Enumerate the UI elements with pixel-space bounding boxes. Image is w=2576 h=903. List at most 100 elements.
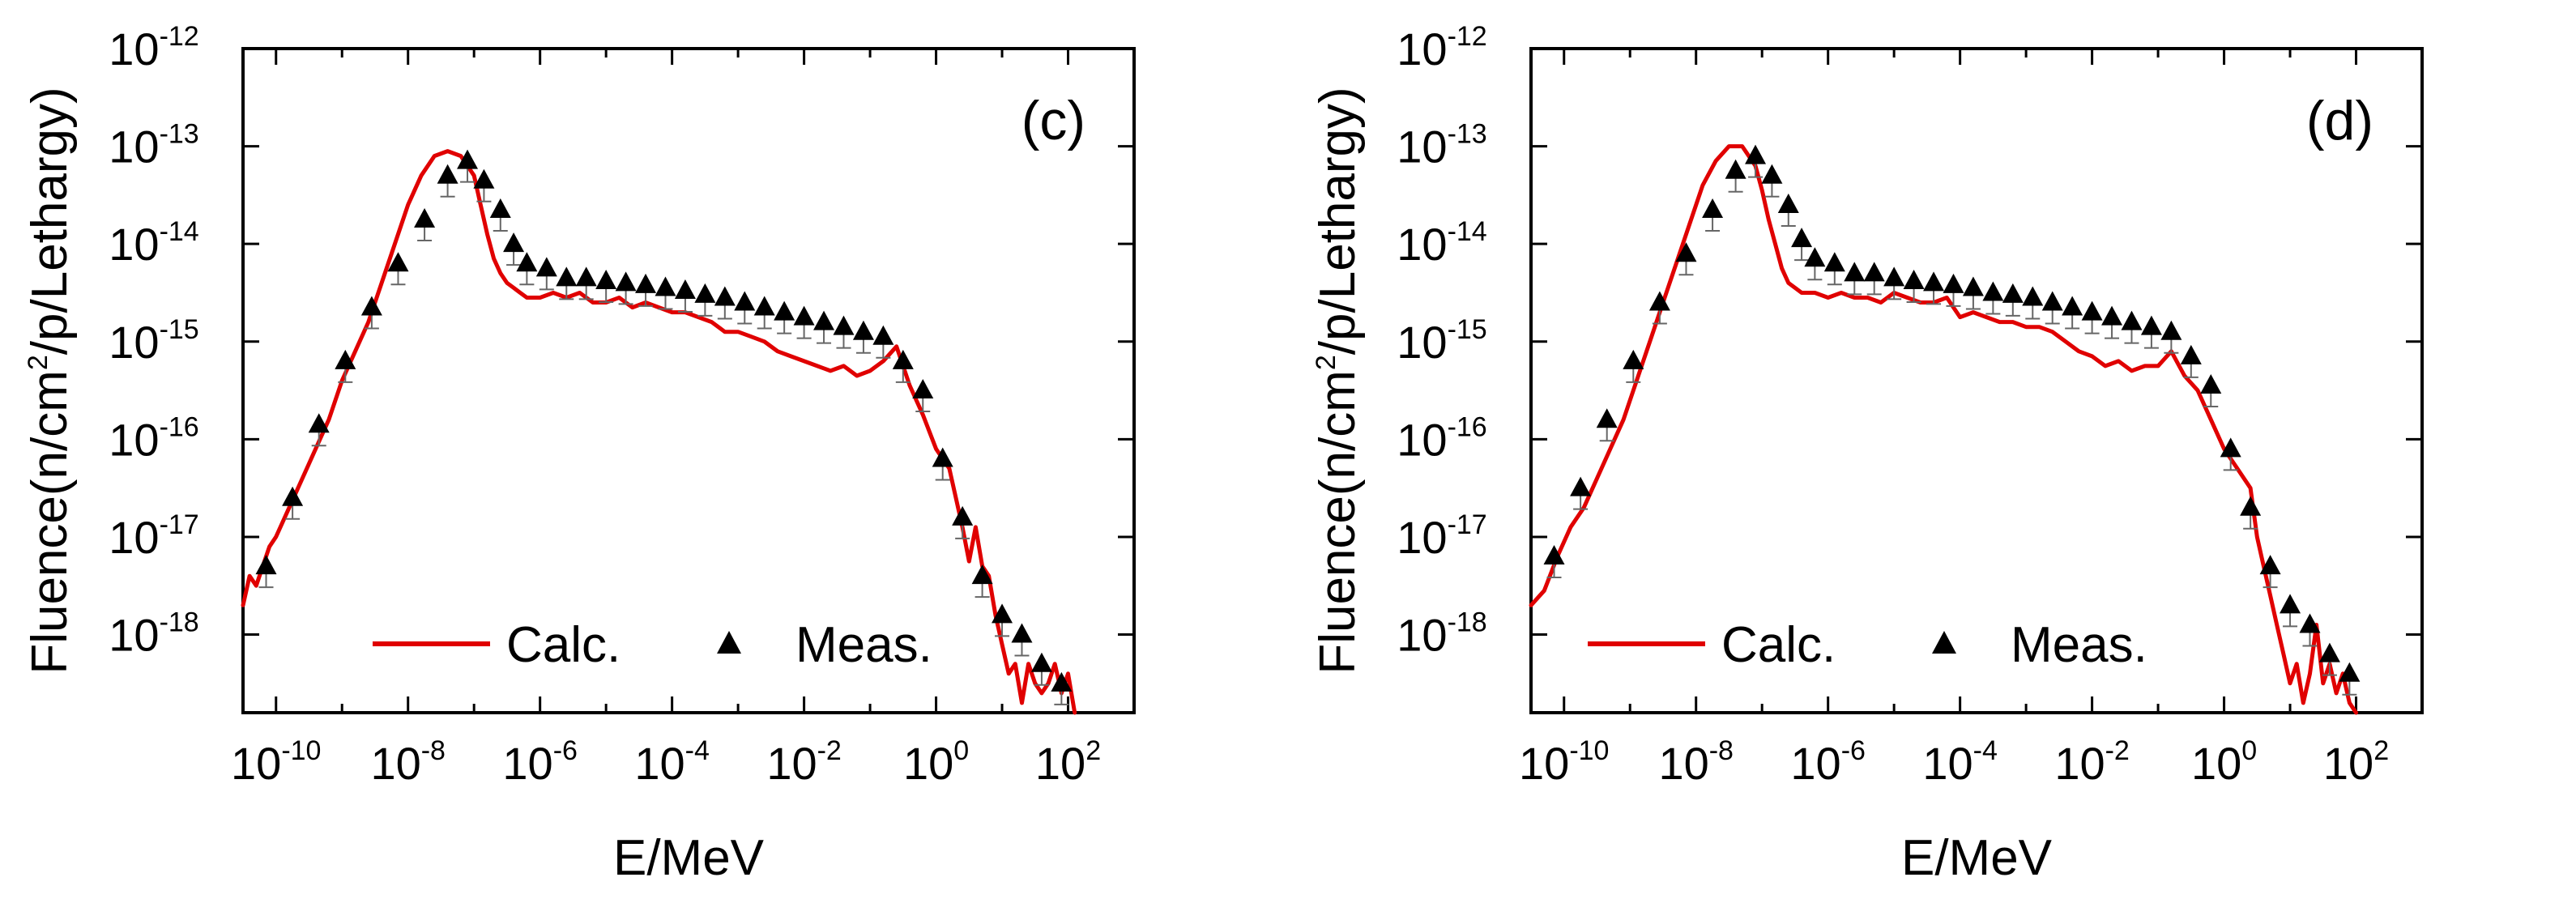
x-tick-base: 10 <box>1035 738 1085 789</box>
panel-d-x-tick-label: 102 <box>2323 735 2389 789</box>
y-tick-base: 10 <box>109 121 159 173</box>
panel-c-meas-point <box>655 276 676 296</box>
y-tick-base: 10 <box>1397 219 1447 270</box>
y-title-superscript: 2 <box>23 355 53 370</box>
x-tick-exponent: -8 <box>1709 735 1734 766</box>
panel-c-plot-frame <box>241 47 1136 714</box>
panel-c-meas-point <box>833 315 855 335</box>
x-tick-exponent: 0 <box>953 735 969 766</box>
y-tick-base: 10 <box>109 512 159 563</box>
y-tick-base: 10 <box>109 317 159 368</box>
panel-d-meas-point <box>1982 281 2004 301</box>
x-tick-base: 10 <box>502 738 552 789</box>
panel-d-meas-point <box>2200 374 2222 394</box>
y-tick-exponent: -13 <box>160 119 199 150</box>
x-tick-base: 10 <box>1922 738 1973 789</box>
panel-c-x-tick-label: 10-6 <box>502 735 578 789</box>
y-title-part: /p/Lethargy) <box>1310 87 1366 355</box>
panel-c-meas-point <box>852 320 874 340</box>
panel-c-meas-point <box>892 349 914 369</box>
panel-d-meas-point <box>1761 164 1783 184</box>
panel-c-meas-point <box>813 310 835 330</box>
panel-c-meas-point <box>734 291 756 311</box>
x-tick-exponent: 2 <box>1085 735 1101 766</box>
panel-d-meas-point <box>2318 642 2340 662</box>
panel-d-meas-point <box>1863 262 1885 282</box>
panel-d-meas-point <box>1883 266 1905 287</box>
panel-d-meas-point <box>1702 198 1724 218</box>
x-tick-exponent: 2 <box>2373 735 2389 766</box>
panel-d-plot-frame <box>1529 47 2424 714</box>
panel-c-meas-point <box>335 349 356 369</box>
y-tick-base: 10 <box>1397 121 1447 173</box>
panel-d-y-tick-label: 10-12 <box>1397 21 1486 75</box>
panel-d-meas-point <box>1725 159 1746 179</box>
panel-c-y-tick-label: 10-14 <box>109 216 198 270</box>
x-tick-base: 10 <box>2191 738 2241 789</box>
panel-c-meas-point <box>489 198 511 218</box>
panel-c-legend-meas-swatch <box>717 631 741 654</box>
panel-d-meas-point <box>1823 252 1845 272</box>
y-tick-base: 10 <box>1397 610 1447 661</box>
panel-c-meas-point <box>1011 623 1033 643</box>
y-tick-exponent: -12 <box>160 21 199 52</box>
y-tick-exponent: -15 <box>160 314 199 345</box>
y-title-part: /p/Lethargy) <box>22 87 78 355</box>
x-tick-base: 10 <box>766 738 817 789</box>
panel-c-meas-point <box>595 270 617 289</box>
panel-c-meas-point <box>282 486 304 506</box>
panel-c-meas-point <box>694 283 716 303</box>
panel-c-y-tick-label: 10-15 <box>109 314 198 368</box>
y-tick-base: 10 <box>109 23 159 75</box>
panel-c-y-axis-title: Fluence(n/cm2/p/Lethargy) <box>22 87 78 674</box>
y-tick-base: 10 <box>1397 512 1447 563</box>
panel-d-meas-point <box>1903 270 1925 289</box>
y-tick-base: 10 <box>1397 317 1447 368</box>
panel-d-y-tick-label: 10-14 <box>1397 216 1486 270</box>
y-title-part: Fluence(n/cm <box>1310 370 1366 675</box>
panel-d-x-tick-label: 10-4 <box>1922 735 1998 789</box>
panel-c-meas-point <box>1030 652 1052 672</box>
y-tick-exponent: -16 <box>1448 411 1487 442</box>
x-tick-base: 10 <box>2054 738 2105 789</box>
panel-c-meas-point <box>308 413 330 433</box>
panel-d-y-axis-title: Fluence(n/cm2/p/Lethargy) <box>1310 87 1366 674</box>
panel-d-meas-point <box>2240 496 2262 516</box>
panel-d-meas-point <box>2101 305 2123 326</box>
x-tick-base: 10 <box>1790 738 1840 789</box>
panel-d-calc-line <box>1529 144 2358 715</box>
panel-c-meas-point <box>457 149 479 169</box>
panel-c-label: (c) <box>1021 90 1085 151</box>
panel-d-label: (d) <box>2306 90 2373 151</box>
panel-d-meas-point <box>1543 545 1565 565</box>
panel-d-y-tick-label: 10-13 <box>1397 119 1486 173</box>
y-tick-exponent: -17 <box>1448 509 1487 540</box>
panel-c-meas-point <box>503 232 525 253</box>
panel-c-meas-point <box>535 257 557 277</box>
panel-c-meas-point <box>414 208 436 228</box>
panel-c-legend-calc-label: Calc. <box>506 617 621 673</box>
panel-d-y-tick-label: 10-16 <box>1397 411 1486 465</box>
panel-d-meas-point <box>2002 283 2024 303</box>
panel-d-meas-point <box>2121 310 2143 330</box>
panel-d-meas-point <box>2339 662 2361 682</box>
y-tick-base: 10 <box>1397 414 1447 465</box>
panel-c-meas-point <box>872 325 894 345</box>
panel-d-legend-calc-label: Calc. <box>1721 617 1836 673</box>
panel-c-x-tick-label: 10-4 <box>634 735 710 789</box>
panel-d-meas-point <box>1623 349 1644 369</box>
panel-c-meas-point <box>437 164 458 184</box>
panel-c-x-tick-label: 10-8 <box>370 735 446 789</box>
y-tick-exponent: -18 <box>1448 607 1487 638</box>
y-tick-base: 10 <box>109 610 159 661</box>
panel-d-legend-meas-label: Meas. <box>2011 617 2147 673</box>
panel-c-meas-point <box>360 296 382 316</box>
x-tick-base: 10 <box>634 738 685 789</box>
y-tick-exponent: -14 <box>160 216 199 247</box>
y-tick-base: 10 <box>1397 23 1447 75</box>
panel-c-meas-point <box>556 266 578 287</box>
panel-c-meas-point <box>793 305 815 326</box>
panel-d-meas-point <box>1962 276 1984 296</box>
panel-d-x-tick-label: 10-10 <box>1519 735 1609 789</box>
panel-c-legend-meas-label: Meas. <box>795 617 932 673</box>
